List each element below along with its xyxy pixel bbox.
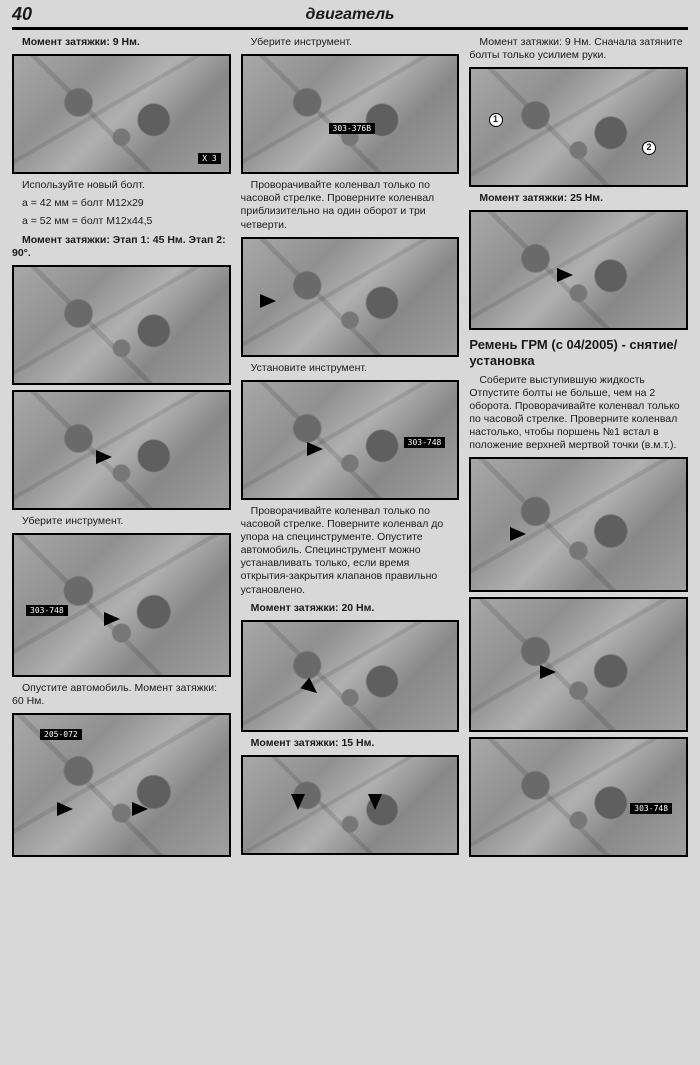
instruction-caption: Опустите автомобиль. Момент затяжки: 60 … bbox=[12, 682, 231, 708]
engine-figure: 205-072 bbox=[12, 713, 231, 857]
arrow-annotation bbox=[540, 665, 556, 679]
instruction-caption: Проворачивайте коленвал только по часово… bbox=[241, 179, 460, 232]
arrow-annotation bbox=[307, 442, 323, 456]
instruction-caption: Уберите инструмент. bbox=[241, 36, 460, 49]
figure-label: 303-748 bbox=[630, 803, 672, 814]
manual-page: 40 двигатель Момент затяжки: 9 Нм. X 3 И… bbox=[0, 0, 700, 1065]
torque-caption: Момент затяжки: 9 Нм. Сначала затяните б… bbox=[469, 36, 688, 62]
engine-figure bbox=[469, 457, 688, 592]
figure-label: 303-376B bbox=[329, 123, 376, 134]
engine-figure: 303-376B bbox=[241, 54, 460, 174]
torque-caption: Момент затяжки: Этап 1: 45 Нм. Этап 2: 9… bbox=[12, 234, 231, 260]
engine-figure: 1 2 bbox=[469, 67, 688, 187]
page-number: 40 bbox=[12, 4, 32, 25]
section-heading: Ремень ГРМ (с 04/2005) - снятие/установк… bbox=[469, 337, 688, 368]
engine-figure: X 3 bbox=[12, 54, 231, 174]
arrow-annotation bbox=[96, 450, 112, 464]
torque-caption: Момент затяжки: 25 Нм. bbox=[469, 192, 688, 205]
arrow-annotation bbox=[368, 794, 382, 810]
column-2: Уберите инструмент. 303-376B Проворачива… bbox=[241, 36, 460, 857]
arrow-annotation bbox=[291, 794, 305, 810]
engine-figure: 303-748 bbox=[241, 380, 460, 500]
instruction-caption: Проворачивайте коленвал только по часово… bbox=[241, 505, 460, 597]
engine-figure bbox=[12, 390, 231, 510]
torque-caption: Момент затяжки: 9 Нм. bbox=[12, 36, 231, 49]
arrow-annotation bbox=[557, 268, 573, 282]
engine-figure: 303-748 bbox=[469, 737, 688, 857]
callout-number: 1 bbox=[489, 113, 503, 127]
torque-caption: Момент затяжки: 20 Нм. bbox=[241, 602, 460, 615]
page-title: двигатель bbox=[305, 6, 394, 24]
arrow-annotation bbox=[510, 527, 526, 541]
arrow-annotation bbox=[57, 802, 73, 816]
column-3: Момент затяжки: 9 Нм. Сначала затяните б… bbox=[469, 36, 688, 857]
figure-label: 303-748 bbox=[26, 605, 68, 616]
figure-label: X 3 bbox=[198, 153, 220, 164]
page-header: 40 двигатель bbox=[12, 0, 688, 30]
instruction-caption: Соберите выступившую жидкость Отпустите … bbox=[469, 374, 688, 453]
bolt-spec-caption: а = 52 мм = болт М12х44,5 bbox=[12, 215, 231, 228]
engine-figure bbox=[469, 597, 688, 732]
engine-figure: 303-748 bbox=[12, 533, 231, 677]
three-column-layout: Момент затяжки: 9 Нм. X 3 Используйте но… bbox=[12, 36, 688, 857]
instruction-caption: Установите инструмент. bbox=[241, 362, 460, 375]
bolt-spec-caption: а = 42 мм = болт М12х29 bbox=[12, 197, 231, 210]
arrow-annotation bbox=[132, 802, 148, 816]
engine-figure bbox=[241, 755, 460, 855]
column-1: Момент затяжки: 9 Нм. X 3 Используйте но… bbox=[12, 36, 231, 857]
instruction-caption: Уберите инструмент. bbox=[12, 515, 231, 528]
engine-figure bbox=[469, 210, 688, 330]
engine-figure bbox=[241, 237, 460, 357]
torque-caption: Момент затяжки: 15 Нм. bbox=[241, 737, 460, 750]
figure-label: 205-072 bbox=[40, 729, 82, 740]
engine-figure bbox=[241, 620, 460, 732]
figure-label: 303-748 bbox=[404, 437, 446, 448]
engine-figure bbox=[12, 265, 231, 385]
bolt-spec-caption: Используйте новый болт. bbox=[12, 179, 231, 192]
arrow-annotation bbox=[260, 294, 276, 308]
arrow-annotation bbox=[104, 612, 120, 626]
